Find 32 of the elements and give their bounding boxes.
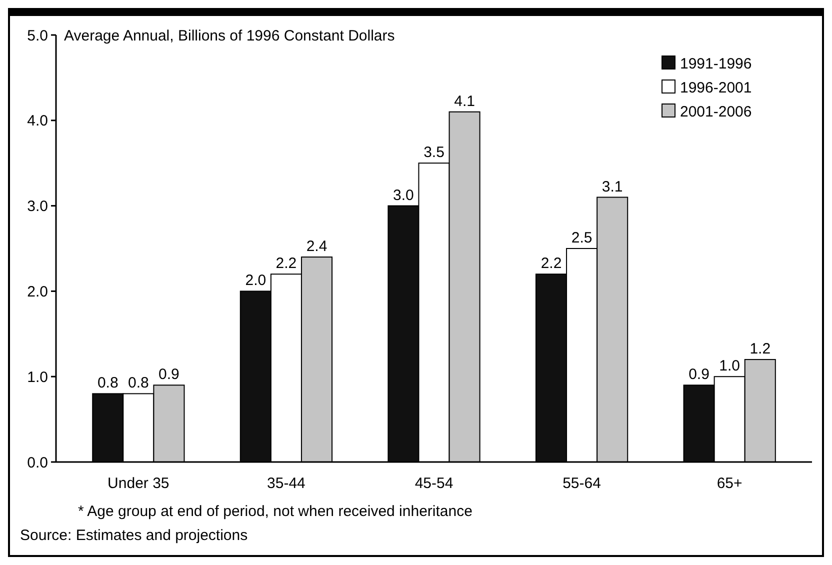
data-label: 0.8	[128, 374, 149, 392]
data-label: 2.5	[571, 230, 592, 246]
data-label: 3.0	[393, 186, 414, 204]
data-label: 2.0	[245, 272, 266, 290]
x-tick-label: 35-44	[267, 475, 306, 492]
y-axis-title: Average Annual, Billions of 1996 Constant Dollars	[64, 27, 395, 44]
x-tick-label: 65+	[716, 475, 743, 492]
data-label: 0.9	[158, 366, 180, 384]
data-label: 0.9	[688, 366, 710, 384]
x-tick-label: 55-64	[562, 475, 601, 492]
data-label: 2.2	[276, 255, 297, 272]
data-label: 4.1	[454, 92, 475, 110]
data-label: 2.4	[306, 238, 328, 256]
y-tick-label: 4.0	[27, 112, 48, 130]
y-tick-label: 2.0	[27, 283, 48, 300]
y-tick-label: 5.0	[27, 27, 48, 44]
data-label: 1.0	[719, 358, 740, 375]
data-label: 1.2	[750, 340, 771, 358]
x-tick-label: Under 35	[108, 475, 170, 492]
data-label: 3.1	[602, 178, 623, 196]
source-note: Source: Estimates and projections	[20, 527, 248, 544]
data-label: 3.5	[424, 144, 444, 162]
legend-label: 1991-1996	[680, 55, 752, 72]
legend-label: 1996-2001	[680, 79, 752, 96]
x-tick-label: 45-54	[414, 475, 454, 492]
data-label: 2.2	[540, 255, 562, 272]
y-tick-label: 1.0	[27, 368, 48, 386]
y-tick-label: 3.0	[27, 198, 48, 216]
y-tick-label: 0.0	[27, 454, 48, 472]
data-label: 0.8	[97, 374, 118, 392]
text: * Age group at end of period, not when received inheritance	[78, 503, 472, 520]
legend-label: 2001-2006	[680, 103, 752, 120]
